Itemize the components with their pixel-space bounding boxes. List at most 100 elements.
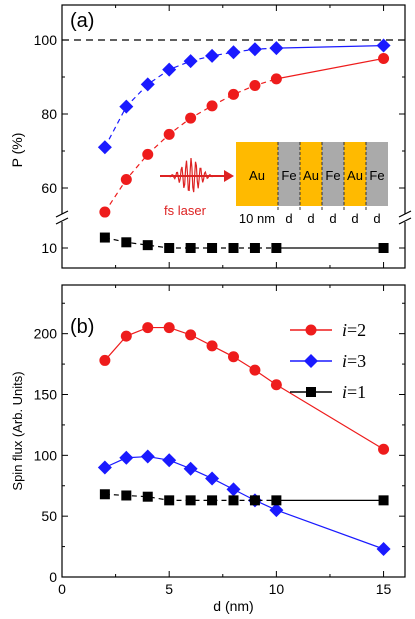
axis-break-slash: [398, 217, 412, 225]
data-point-a-black: [271, 243, 282, 253]
panel-label-b: (b): [70, 316, 94, 338]
data-point-b-blue: [205, 471, 220, 486]
data-point-b-black: [207, 495, 218, 506]
data-point-b-blue: [376, 542, 391, 557]
data-point-b-blue: [226, 482, 241, 497]
inset-layer-label: Fe: [325, 168, 340, 183]
data-point-b-blue: [269, 503, 284, 518]
axis-break-slash: [55, 210, 69, 218]
data-point-a-blue: [376, 38, 391, 53]
y-tick-label: 200: [34, 326, 58, 342]
data-point-a-black: [185, 243, 196, 253]
x-tick-label: 0: [58, 581, 66, 597]
data-point-b-red: [270, 379, 282, 391]
legend-label: i=2: [342, 320, 366, 340]
axis-break-slash: [55, 217, 69, 225]
data-point-a-black: [207, 243, 218, 253]
data-point-a-blue: [140, 77, 155, 92]
data-point-a-red: [142, 148, 154, 160]
axis-break-gap: [402, 214, 408, 222]
y-tick-label: 60: [41, 180, 57, 196]
data-point-b-red: [99, 354, 111, 366]
data-point-a-blue: [247, 42, 262, 57]
inset-layer-label: Au: [249, 168, 265, 183]
data-point-b-black: [271, 495, 282, 506]
y-tick-label: 150: [34, 387, 58, 403]
data-point-a-red: [163, 128, 175, 140]
data-point-a-red: [206, 100, 218, 112]
inset-layer-label: Fe: [369, 168, 384, 183]
data-point-a-blue: [269, 41, 284, 56]
series-line-a-blue: [104, 47, 277, 148]
data-point-a-black: [99, 232, 110, 243]
data-point-a-red: [270, 73, 282, 85]
data-point-b-black: [99, 489, 110, 500]
legend-label: i=1: [342, 382, 366, 402]
data-point-b-black: [164, 495, 175, 506]
data-point-a-black: [164, 243, 175, 253]
inset-layer-fe: [278, 142, 300, 206]
panel-a-frame: [61, 4, 406, 269]
data-point-b-black: [378, 495, 389, 506]
data-point-b-red: [120, 330, 132, 342]
data-point-a-blue: [205, 48, 220, 63]
legend-label-italic: i: [342, 351, 347, 371]
data-point-b-black: [142, 491, 153, 502]
panel-b-frame: [61, 284, 406, 578]
data-point-a-blue: [183, 54, 198, 69]
data-point-b-blue: [97, 460, 112, 475]
data-point-b-red: [228, 351, 239, 363]
y-tick-label: 80: [41, 106, 57, 122]
legend-marker: [306, 387, 316, 397]
x-tick-label: 5: [165, 581, 173, 597]
axis-break-slash: [398, 210, 412, 218]
data-point-b-red: [249, 364, 261, 376]
data-point-b-red: [378, 443, 390, 455]
series-line-a-blue-tail: [276, 44, 384, 49]
series-line-a-red-tail: [276, 57, 384, 80]
legend-label-rest: =3: [347, 351, 366, 371]
data-point-a-blue: [226, 45, 241, 60]
y-tick-label: 50: [41, 508, 57, 524]
legend-label-italic: i: [342, 320, 347, 340]
legend-marker: [305, 324, 317, 336]
x-tick-label: 15: [376, 581, 392, 597]
series-line-b-blue-tail: [276, 509, 384, 550]
y-tick-label: 10: [41, 240, 57, 256]
data-point-a-red: [185, 112, 197, 124]
data-point-b-blue: [140, 449, 155, 464]
y-tick-label: 100: [34, 32, 58, 48]
data-point-a-blue: [97, 140, 112, 155]
inset-layer-fe: [366, 142, 388, 206]
data-point-a-red: [120, 173, 132, 185]
panel-label-a: (a): [70, 10, 94, 32]
data-point-a-red: [99, 206, 111, 218]
data-point-a-blue: [119, 99, 134, 114]
data-point-b-black: [228, 495, 239, 506]
data-point-b-blue: [183, 461, 198, 476]
data-point-b-red: [163, 322, 175, 334]
data-point-a-red: [228, 88, 239, 100]
inset-layer-label: Au: [347, 168, 363, 183]
inset-thickness-label: 10 nm: [239, 211, 275, 226]
data-point-a-black: [121, 237, 132, 248]
data-point-a-black: [228, 243, 239, 253]
inset-layer-au: [236, 142, 278, 206]
data-point-b-red: [185, 329, 197, 341]
y-tick-label: 100: [34, 447, 58, 463]
data-point-b-black: [121, 490, 132, 501]
data-point-a-black: [142, 240, 153, 251]
legend-label: i=3: [342, 351, 366, 371]
data-point-a-red: [249, 80, 261, 92]
data-point-b-black: [249, 495, 260, 506]
inset-thickness-label: d: [351, 211, 358, 226]
laser-label: fs laser: [164, 203, 207, 218]
data-point-b-black: [185, 495, 196, 506]
series-line-a-black: [104, 236, 277, 249]
x-axis-label: d (nm): [213, 598, 253, 614]
inset-thickness-label: d: [373, 211, 380, 226]
axis-break-gap: [59, 214, 65, 222]
y-axis-label: Spin flux (Arb. Units): [10, 371, 25, 490]
data-point-a-black: [249, 243, 260, 253]
